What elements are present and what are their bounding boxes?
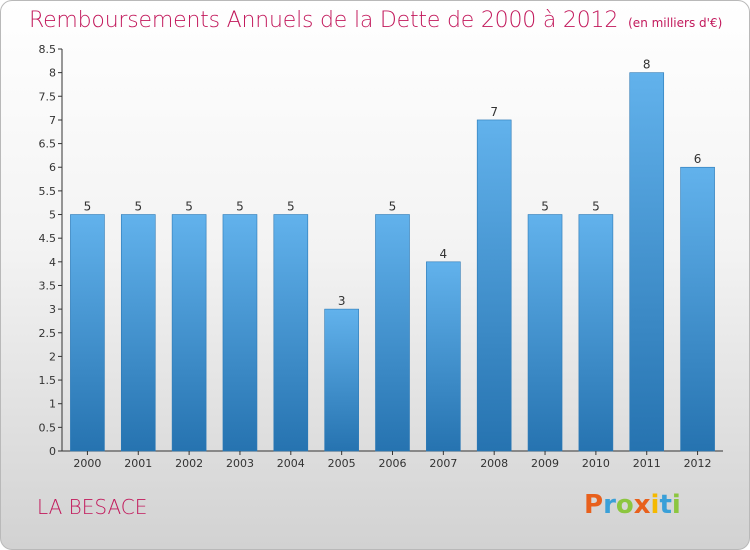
bars-group bbox=[70, 72, 715, 452]
y-tick-label: 0 bbox=[49, 445, 56, 458]
bar-2011 bbox=[629, 72, 665, 452]
y-tick-label: 7.5 bbox=[39, 90, 57, 103]
data-label-2005: 3 bbox=[338, 294, 346, 308]
bar-2005 bbox=[324, 308, 359, 452]
x-tick-label: 2001 bbox=[124, 457, 152, 470]
chart-title: Remboursements Annuels de la Dette de 20… bbox=[29, 8, 619, 33]
data-label-2008: 7 bbox=[490, 105, 498, 119]
y-tick-label: 3.5 bbox=[39, 279, 57, 292]
x-tick-label: 2008 bbox=[480, 457, 508, 470]
data-label-2006: 5 bbox=[389, 200, 397, 214]
x-tick-label: 2007 bbox=[429, 457, 457, 470]
logo-letter-o: o bbox=[615, 490, 634, 520]
data-label-2003: 5 bbox=[236, 200, 244, 214]
logo-letter-r: r bbox=[603, 490, 616, 520]
x-tick-label: 2010 bbox=[582, 457, 610, 470]
town-name: LA BESACE bbox=[37, 495, 148, 519]
data-label-2009: 5 bbox=[541, 200, 549, 214]
bar-2006 bbox=[375, 214, 410, 452]
x-tick-label: 2009 bbox=[531, 457, 559, 470]
data-label-2001: 5 bbox=[134, 200, 142, 214]
y-tick-label: 6 bbox=[49, 161, 56, 174]
bar-2003 bbox=[222, 214, 258, 452]
data-label-2011: 8 bbox=[643, 58, 651, 72]
bar-2009 bbox=[527, 214, 563, 452]
bar-2007 bbox=[426, 261, 461, 452]
data-label-2002: 5 bbox=[185, 200, 193, 214]
data-labels-group: 5 5 5 5 5 3 5 4 7 5 5 8 6 bbox=[84, 58, 702, 308]
x-tick-label: 2004 bbox=[277, 457, 305, 470]
y-tick-label: 4 bbox=[49, 256, 56, 269]
data-label-2000: 5 bbox=[84, 200, 92, 214]
x-tick-label: 2011 bbox=[633, 457, 661, 470]
bar-2010 bbox=[578, 214, 614, 452]
data-label-2012: 6 bbox=[694, 152, 702, 166]
data-label-2004: 5 bbox=[287, 200, 295, 214]
bar-2004 bbox=[273, 214, 309, 452]
y-tick-label: 5.5 bbox=[39, 185, 57, 198]
y-tick-label: 2.5 bbox=[39, 327, 57, 340]
y-tick-label: 7 bbox=[49, 114, 56, 127]
y-tick-label: 8 bbox=[49, 67, 56, 80]
chart-unit-note: (en milliers d'€) bbox=[628, 16, 723, 30]
y-tick-label: 0.5 bbox=[39, 421, 57, 434]
x-tick-label: 2002 bbox=[175, 457, 203, 470]
data-label-2007: 4 bbox=[440, 247, 448, 261]
x-tick-label: 2012 bbox=[684, 457, 712, 470]
data-label-2010: 5 bbox=[592, 200, 600, 214]
x-tick-label: 2003 bbox=[226, 457, 254, 470]
logo-letter-p: P bbox=[584, 490, 604, 520]
bar-2002 bbox=[171, 214, 207, 452]
bar-2008 bbox=[476, 119, 512, 452]
logo-letter-i2: i bbox=[671, 490, 681, 520]
y-tick-label: 4.5 bbox=[39, 232, 57, 245]
logo-letter-t: t bbox=[659, 490, 672, 520]
y-tick-label: 2 bbox=[49, 350, 56, 363]
y-axis-ticks: 0 0.5 1 1.5 2 2.5 3 3.5 4 4.5 5 5.5 6 6.5 7 7.5 8 8.5 bbox=[39, 43, 62, 458]
x-tick-label: 2006 bbox=[379, 457, 407, 470]
x-tick-label: 2005 bbox=[328, 457, 356, 470]
y-tick-label: 8.5 bbox=[39, 43, 57, 56]
x-tick-label: 2000 bbox=[73, 457, 101, 470]
y-tick-label: 1 bbox=[49, 398, 56, 411]
y-tick-label: 6.5 bbox=[39, 138, 57, 151]
chart-title-block: Remboursements Annuels de la Dette de 20… bbox=[29, 8, 722, 33]
x-axis-ticks: 2000 2001 2002 2003 2004 2005 2006 2007 2008 2009… bbox=[73, 451, 712, 470]
y-tick-label: 3 bbox=[49, 303, 56, 316]
y-tick-label: 1.5 bbox=[39, 374, 57, 387]
proxiti-logo[interactable]: Proxiti bbox=[584, 490, 681, 520]
logo-letter-i1: i bbox=[650, 490, 660, 520]
y-tick-label: 5 bbox=[49, 209, 56, 222]
bar-2001 bbox=[120, 214, 156, 452]
bar-2012 bbox=[680, 166, 715, 452]
bar-2000 bbox=[70, 214, 105, 452]
logo-letter-x: x bbox=[633, 490, 651, 520]
